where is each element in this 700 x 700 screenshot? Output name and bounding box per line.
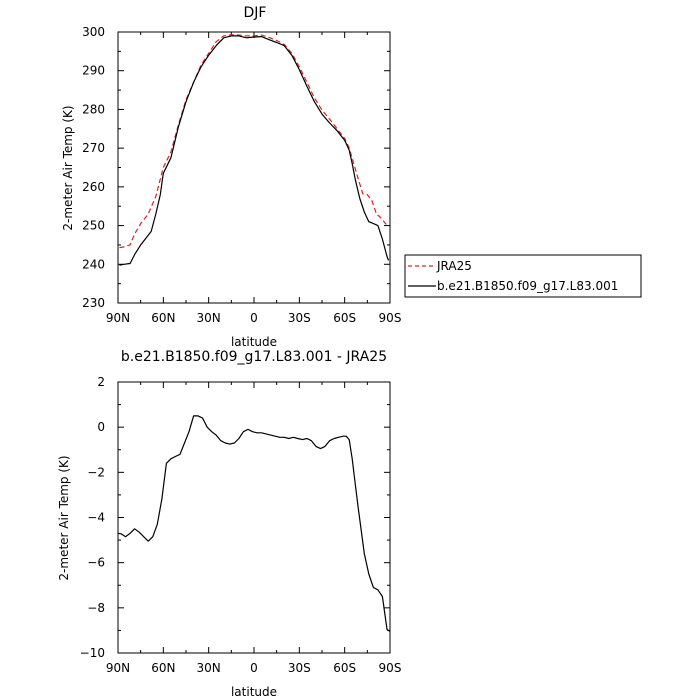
top-chart-x-tick-label: 60S	[333, 311, 356, 325]
bottom-chart-x-tick-label: 60N	[151, 661, 175, 675]
bottom-chart-y-tick-label: 0	[97, 420, 105, 434]
top-chart-x-tick-label: 90S	[379, 311, 402, 325]
bottom-chart-x-tick-label: 0	[250, 661, 258, 675]
top-chart-x-tick-label: 60N	[151, 311, 175, 325]
legend-label-model: b.e21.B1850.f09_g17.L83.001	[437, 279, 618, 293]
bottom-chart-x-tick-label: 30N	[197, 661, 221, 675]
bottom-chart-series-line-0	[117, 415, 391, 632]
bottom-chart-y-tick-label: −4	[87, 511, 105, 525]
bottom-chart: b.e21.B1850.f09_g17.L83.001 - JRA25 90N 6…	[57, 349, 401, 699]
top-chart-legend: JRA25 b.e21.B1850.f09_g17.L83.001	[404, 254, 642, 298]
top-chart-series-line-0	[119, 34, 389, 249]
top-chart-y-tick-label: 290	[82, 64, 105, 78]
bottom-chart-x-tick-label: 90S	[379, 661, 402, 675]
top-chart-x-tick-label: 30S	[288, 311, 311, 325]
bottom-chart-x-tick-label: 90N	[106, 661, 130, 675]
bottom-chart-y-tick-label: −2	[87, 465, 105, 479]
bottom-chart-ticks: 90N 60N 30N 0 30S 60S 90S −10 −8 −6 −4 −2 0 2	[80, 375, 402, 675]
bottom-chart-y-tick-label: −6	[87, 556, 105, 570]
top-chart-x-tick-label: 90N	[106, 311, 130, 325]
top-chart-y-tick-label: 300	[82, 25, 105, 39]
legend-label-jra25: JRA25	[436, 259, 472, 273]
top-chart-series	[119, 34, 390, 266]
bottom-chart-x-tick-label: 60S	[333, 661, 356, 675]
top-chart-title: DJF	[244, 5, 267, 21]
top-chart-x-tick-label: 30N	[197, 311, 221, 325]
top-chart-y-axis-label: 2-meter Air Temp (K)	[61, 105, 75, 230]
top-chart-y-tick-label: 240	[82, 257, 105, 271]
top-chart-frame	[117, 31, 391, 304]
top-chart-y-tick-label: 280	[82, 102, 105, 116]
top-chart-y-tick-label: 230	[82, 296, 105, 310]
legend-frame	[404, 254, 642, 298]
top-chart-y-tick-label: 250	[82, 219, 105, 233]
bottom-chart-y-tick-label: −8	[87, 601, 105, 615]
bottom-chart-series	[117, 415, 391, 632]
top-chart-x-axis-label: latitude	[231, 335, 277, 349]
top-chart-series-line-1	[119, 35, 390, 266]
top-chart-x-tick-label: 0	[250, 311, 258, 325]
bottom-chart-x-tick-label: 30S	[288, 661, 311, 675]
bottom-chart-y-axis-label: 2-meter Air Temp (K)	[57, 455, 71, 580]
top-chart-y-tick-label: 260	[82, 180, 105, 194]
bottom-chart-x-axis-label: latitude	[231, 685, 277, 699]
bottom-chart-y-tick-label: −10	[80, 646, 105, 660]
top-chart-ticks: 90N 60N 30N 0 30S 60S 90S 230 240 250 260 270 280 290…	[82, 25, 401, 325]
top-chart-y-tick-label: 270	[82, 141, 105, 155]
top-chart: DJF 90N 60N 30N 0 30S 60S 90S 230 240 250 260 270 28…	[61, 5, 401, 349]
bottom-chart-y-tick-label: 2	[97, 375, 105, 389]
bottom-chart-title: b.e21.B1850.f09_g17.L83.001 - JRA25	[121, 349, 387, 365]
